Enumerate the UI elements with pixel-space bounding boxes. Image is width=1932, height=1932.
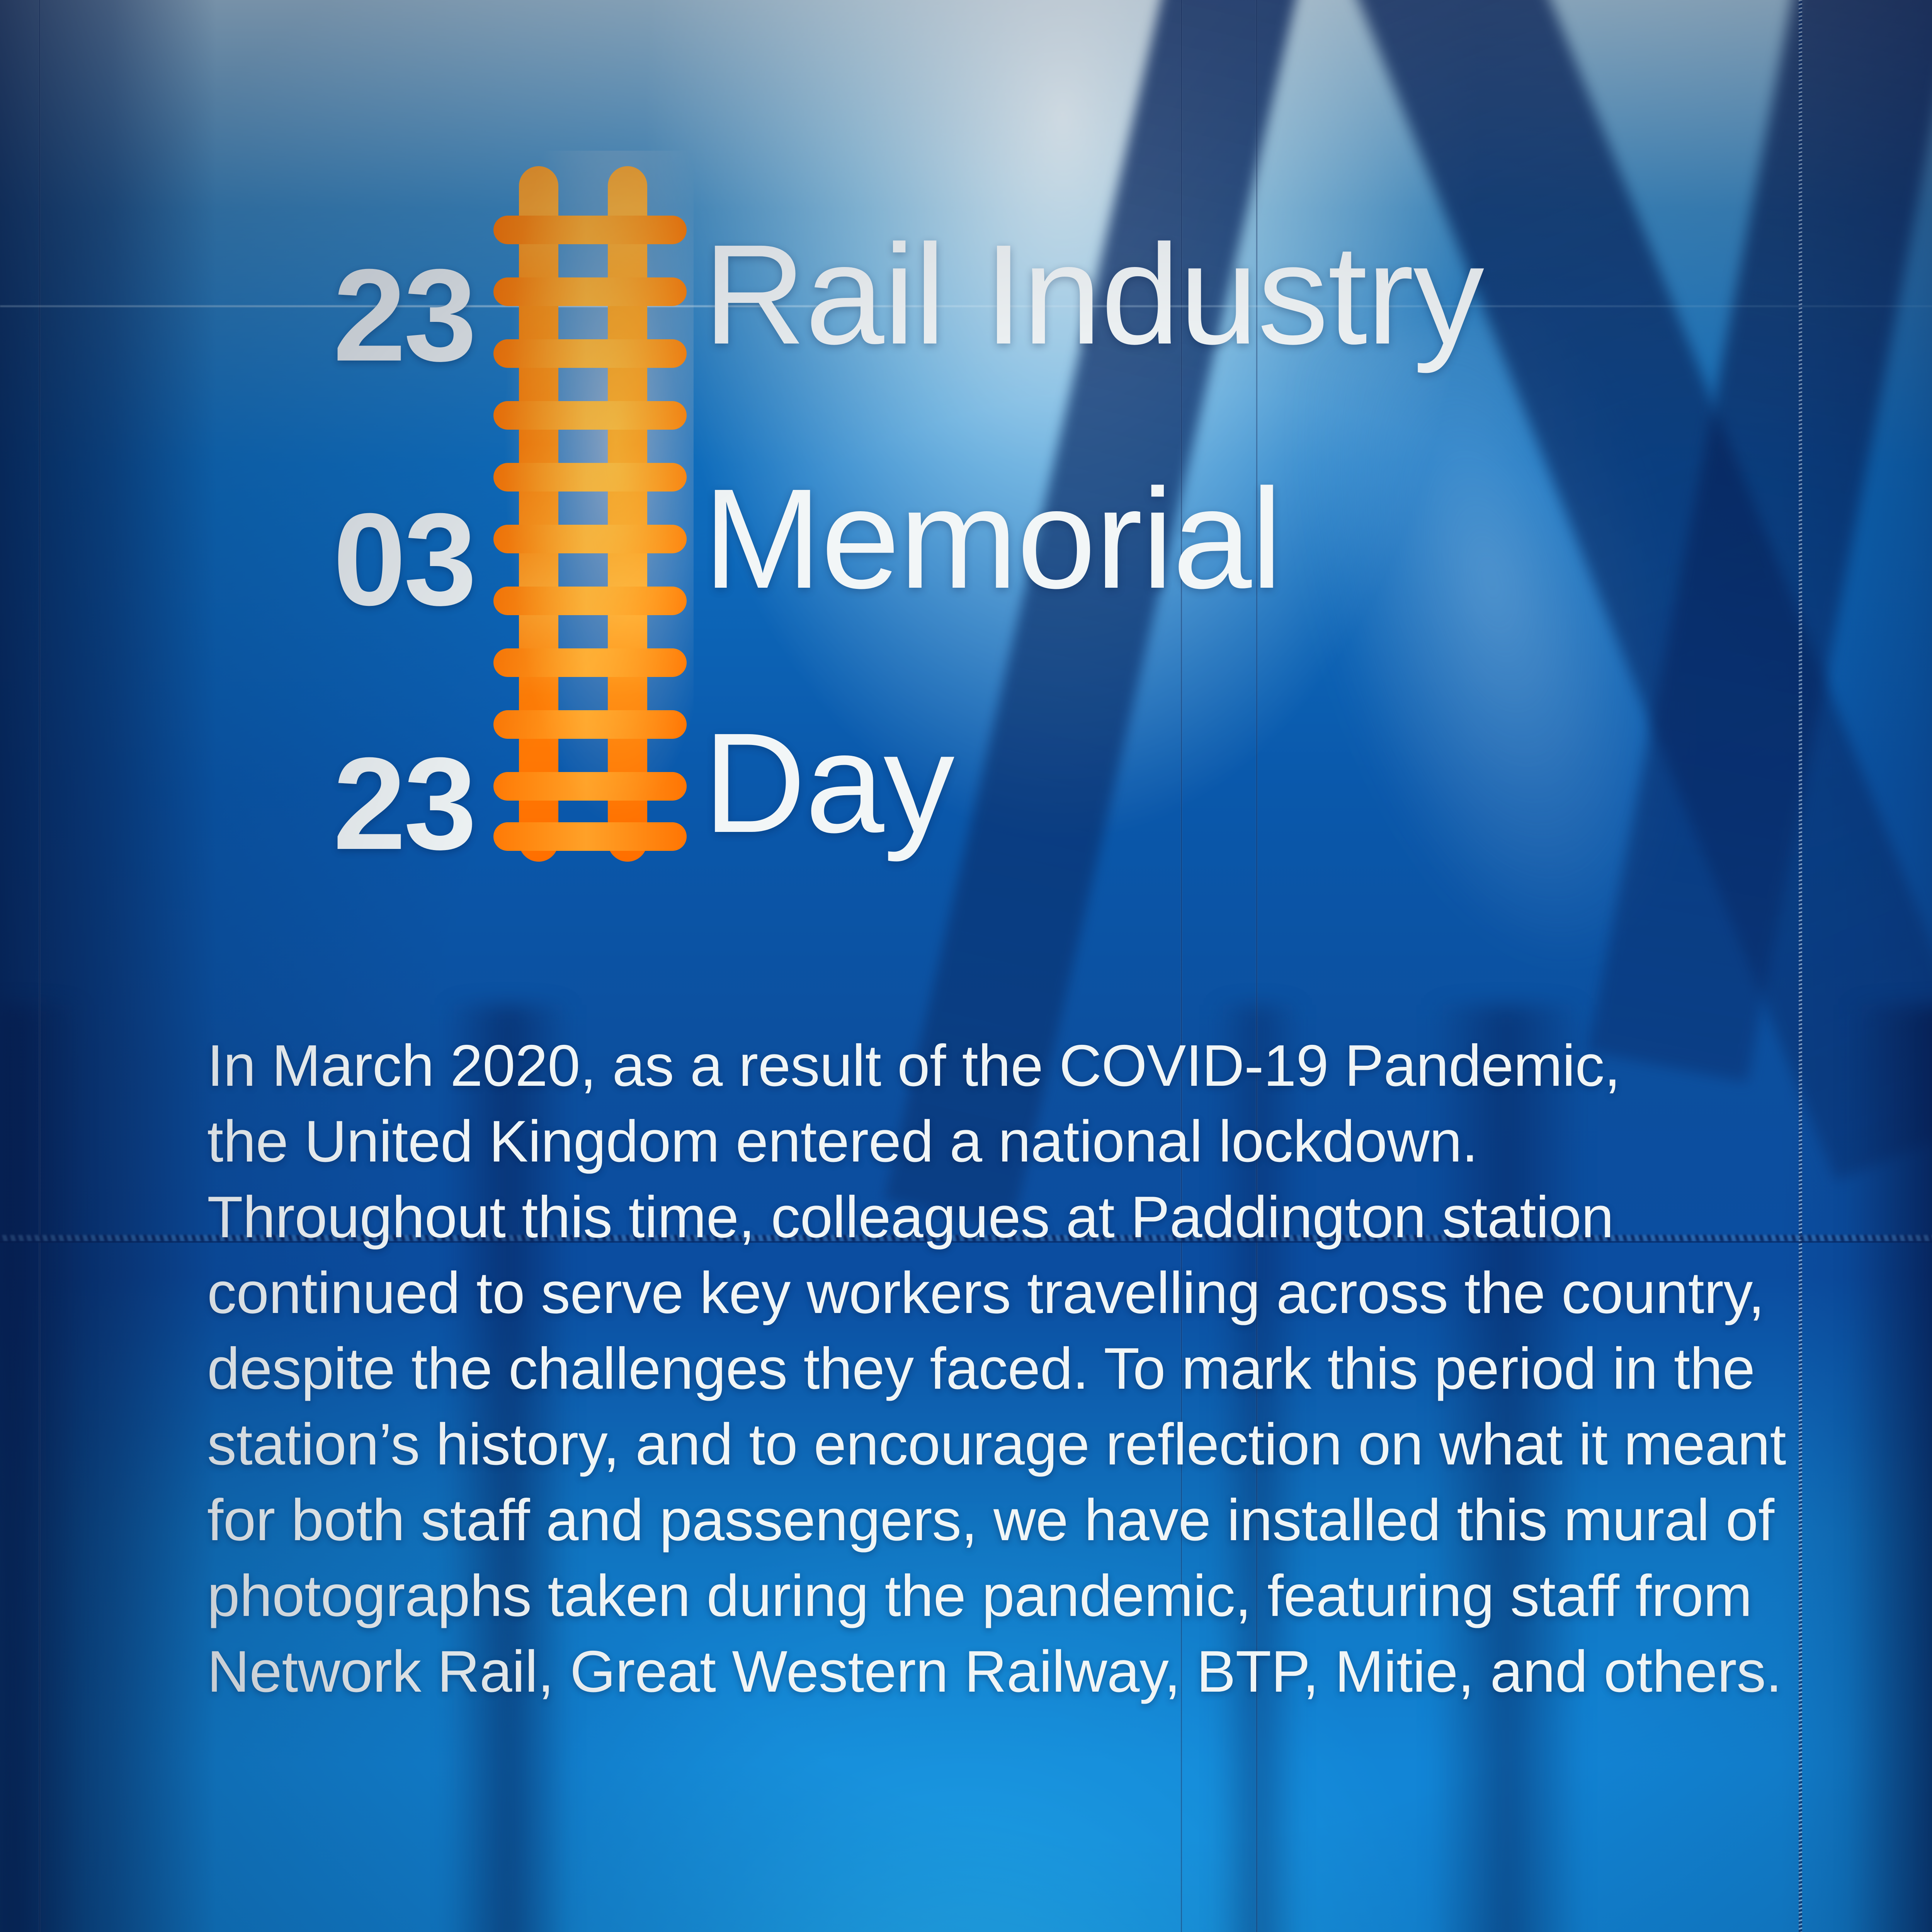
body-line: despite the challenges they faced. To ma… — [207, 1331, 1907, 1406]
ladder-rung — [493, 822, 687, 851]
body-line: station’s history, and to encourage refl… — [207, 1406, 1907, 1482]
body-line: Throughout this time, colleagues at Padd… — [207, 1179, 1907, 1255]
ladder-rung — [493, 216, 687, 244]
date-line-year: 23 — [204, 682, 474, 926]
ladder-rail-left — [519, 166, 558, 862]
ladder-rung — [493, 772, 687, 801]
body-line: for both staff and passengers, we have i… — [207, 1482, 1907, 1558]
date-line-month: 03 — [204, 437, 474, 682]
ladder-rung — [493, 401, 687, 430]
ladder-rung — [493, 463, 687, 492]
ladder-rung — [493, 648, 687, 677]
ladder-rung — [493, 339, 687, 368]
ladder-rail-right — [608, 166, 647, 862]
date-line-day: 23 — [204, 193, 474, 437]
body-line: In March 2020, as a result of the COVID-… — [207, 1028, 1907, 1104]
ladder-rung — [493, 525, 687, 553]
headline-block: 23 03 23 Rail Industry Memorial Day — [0, 0, 1932, 927]
poster-photo: 23 03 23 Rail Industry Memorial Day — [0, 0, 1932, 1932]
title-line-3: Day — [703, 661, 1483, 905]
ladder-rung — [493, 277, 687, 306]
body-line: continued to serve key workers travellin… — [207, 1255, 1907, 1331]
body-line: photographs taken during the pandemic, f… — [207, 1558, 1907, 1634]
shadow-band-far-left — [0, 1005, 85, 1932]
railway-ladder-icon — [504, 166, 678, 862]
date-column: 23 03 23 — [204, 193, 474, 926]
ladder-rung — [493, 587, 687, 615]
title-line-2: Memorial — [703, 417, 1483, 661]
title-line-1: Rail Industry — [703, 172, 1483, 417]
title-column: Rail Industry Memorial Day — [703, 172, 1483, 905]
body-line: Network Rail, Great Western Railway, BTP… — [207, 1634, 1907, 1709]
body-line: the United Kingdom entered a national lo… — [207, 1104, 1907, 1179]
body-paragraph: In March 2020, as a result of the COVID-… — [207, 1028, 1907, 1709]
ladder-rung — [493, 710, 687, 739]
